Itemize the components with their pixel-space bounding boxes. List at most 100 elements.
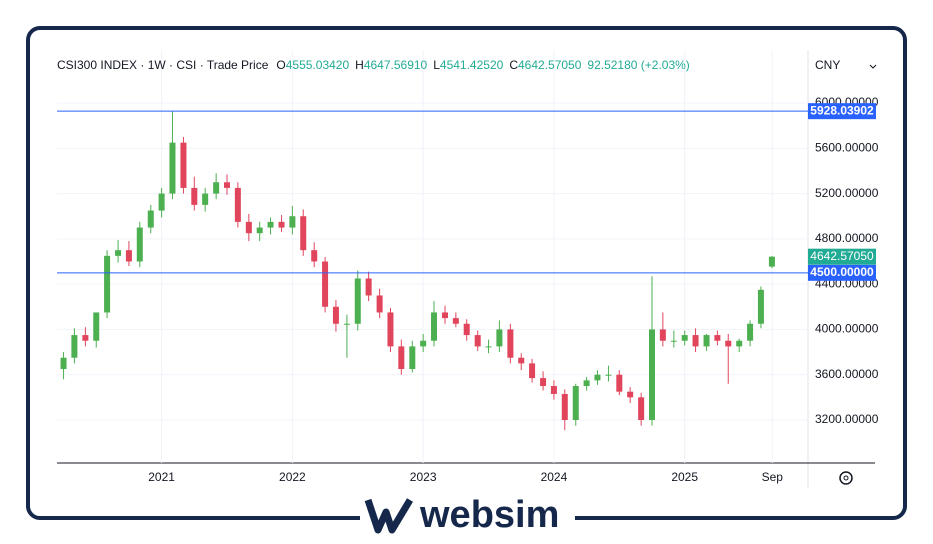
candle-body — [71, 335, 78, 358]
candle-body — [332, 306, 339, 324]
last-price-bg — [808, 248, 876, 265]
candle-body — [768, 256, 775, 267]
candle-body — [757, 289, 764, 324]
candle-body — [322, 261, 329, 307]
brand: websim — [419, 494, 559, 536]
candle-body — [649, 329, 655, 420]
y-tick-label: 4800.00000 — [815, 231, 879, 245]
candle-body — [191, 187, 198, 205]
y-tick-label: 3200.00000 — [815, 412, 879, 426]
candle-body — [431, 312, 438, 341]
price-label: 4500.00000 — [810, 265, 874, 279]
candle-body — [398, 346, 405, 370]
price-label: 5928.03902 — [810, 103, 874, 117]
y-tick-label: 4000.00000 — [815, 322, 879, 336]
candle-body — [115, 250, 122, 256]
candle-body — [224, 182, 230, 188]
ohlc-value: 4541.42520 — [440, 58, 504, 72]
settings-button[interactable] — [839, 471, 853, 485]
candle-body — [136, 227, 143, 262]
candle-body — [572, 386, 579, 420]
candle-body — [594, 374, 601, 381]
candle-body — [561, 393, 568, 420]
candle-body — [365, 278, 372, 296]
x-tick-label: 2021 — [148, 470, 175, 484]
candle-body — [714, 335, 721, 341]
candle-body — [376, 295, 383, 313]
candle-body — [420, 340, 427, 347]
y-tick-label: 5600.00000 — [815, 140, 879, 154]
plot — [57, 50, 808, 463]
candle-body — [387, 312, 394, 347]
candle-body — [234, 187, 241, 222]
candle-body — [202, 193, 209, 205]
chevron — [869, 64, 877, 69]
candle-body — [169, 142, 176, 194]
candle-body — [605, 374, 612, 376]
y-tick-label: 5200.00000 — [815, 186, 879, 200]
x-tick-label: 2024 — [541, 470, 568, 484]
currency-select[interactable]: CNY — [815, 58, 877, 72]
candle-body — [147, 210, 154, 228]
candle-body — [627, 391, 634, 398]
candle-body — [354, 278, 361, 324]
last-price-label: 4642.57050 — [810, 249, 874, 263]
candle-body — [518, 357, 525, 364]
gear-icon — [839, 471, 853, 485]
candle-body — [180, 142, 187, 188]
candle-body — [496, 329, 503, 347]
change-value: 92.52180 (+2.03%) — [587, 58, 689, 72]
logo-icon — [364, 498, 414, 534]
ohlc-value: 4647.56910 — [364, 58, 428, 72]
candle-body — [550, 386, 557, 394]
candle-body — [82, 335, 89, 341]
x-tick-label: Sep — [762, 470, 784, 484]
candle-body — [93, 312, 100, 341]
currency[interactable]: CNY — [815, 58, 840, 72]
candle-body — [441, 312, 448, 319]
gear-hole — [843, 475, 849, 481]
candle-body — [452, 318, 459, 324]
price-label-bg — [808, 103, 876, 120]
candle-body — [267, 221, 274, 228]
ohlc-key: C — [509, 58, 518, 72]
ohlc-value: 4555.03420 — [286, 58, 350, 72]
candle-body — [125, 250, 132, 262]
candle-body — [670, 340, 677, 342]
ohlc-key: O — [276, 58, 285, 72]
candle-body — [158, 193, 165, 211]
legend-header: CSI300 INDEX · 1W · CSI · Trade Price O45… — [57, 58, 690, 72]
candle-body — [681, 335, 688, 341]
candle-body — [60, 357, 67, 370]
candle-body — [616, 374, 623, 392]
x-tick-label: 2022 — [279, 470, 306, 484]
ohlc-key: H — [355, 58, 364, 72]
candle-body — [507, 329, 514, 358]
candle-body — [289, 216, 296, 228]
candle-body — [278, 221, 285, 228]
candle-body — [245, 221, 252, 234]
candle-body — [703, 335, 710, 347]
candle-body — [213, 182, 220, 194]
candle-body — [540, 378, 547, 387]
y-tick-label: 3600.00000 — [815, 367, 879, 381]
symbol-info: CSI300 INDEX · 1W · CSI · Trade Price — [57, 58, 269, 72]
x-tick-label: 2023 — [410, 470, 437, 484]
candle-body — [638, 397, 645, 420]
candle-body — [736, 340, 743, 347]
candle-body — [256, 227, 263, 234]
candle-body — [529, 363, 536, 379]
ohlc-value: 4642.57050 — [518, 58, 582, 72]
candle-body — [343, 323, 350, 325]
ohlc-key: L — [433, 58, 440, 72]
candle-body — [583, 380, 590, 387]
candle-body — [300, 216, 307, 251]
candle-body — [409, 346, 416, 370]
price-label-bg — [808, 264, 876, 281]
candle-body — [311, 250, 318, 262]
candle-body — [463, 323, 470, 336]
candle-body — [485, 346, 492, 348]
candle-body — [659, 329, 666, 341]
candle-body — [104, 255, 111, 313]
